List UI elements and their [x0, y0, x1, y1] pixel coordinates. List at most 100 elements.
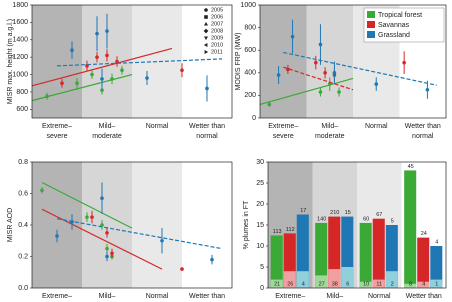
point	[70, 220, 74, 224]
point	[318, 90, 323, 94]
point	[70, 48, 74, 52]
count-label: 17	[300, 208, 306, 214]
bar	[359, 222, 372, 288]
legend-marker	[204, 8, 208, 12]
x-tick-label: Normal	[368, 293, 391, 300]
x-tick-label: Mild–	[326, 293, 343, 300]
point	[145, 76, 149, 80]
legend-marker	[204, 15, 208, 19]
x-tick-label: Mild–	[99, 123, 116, 130]
y-tick-label: 1000	[240, 2, 256, 9]
y-tick-label: 1400	[12, 37, 28, 44]
y-tick-label: 0.6	[18, 190, 28, 197]
point	[180, 68, 184, 72]
y-tick-label: 200	[244, 92, 256, 99]
x-tick-label: Extreme–	[268, 123, 298, 130]
y-tick-label: 800	[16, 89, 28, 96]
point	[45, 94, 49, 99]
count-label: 112	[286, 227, 295, 233]
lower-count-label: 10	[363, 281, 369, 287]
trend-line	[56, 218, 223, 250]
point	[314, 60, 318, 65]
bar-lower	[328, 269, 341, 288]
legend-marker	[204, 50, 209, 54]
x-tick-label: normal	[196, 133, 218, 140]
point	[290, 34, 295, 39]
legend-label: Tropical forest	[378, 12, 422, 19]
y-axis-label: % plumes in FT	[243, 200, 250, 249]
point	[402, 60, 406, 65]
x-tick-label: Extreme–	[275, 293, 305, 300]
bar	[315, 222, 328, 288]
point	[100, 196, 104, 201]
y-tick-label: 800	[244, 24, 256, 31]
point	[276, 73, 281, 77]
y-tick-label: 15	[256, 222, 264, 229]
y-tick-label: 600	[244, 47, 256, 54]
legend-label: 2009	[211, 35, 223, 41]
legend-label: 2006	[211, 14, 223, 20]
y-tick-label: 5	[260, 264, 264, 271]
point	[210, 257, 214, 262]
band-background	[32, 5, 82, 118]
y-tick-label: 0.4	[18, 222, 28, 229]
plot-frame	[31, 161, 233, 289]
legend-swatch	[367, 31, 375, 38]
plot-frame	[267, 161, 447, 289]
count-label: 15	[345, 210, 351, 216]
bar	[430, 246, 443, 288]
legend-label: 2007	[211, 21, 223, 27]
trend-line	[41, 208, 163, 270]
lower-count-label: 2	[391, 281, 394, 287]
point	[120, 68, 124, 72]
y-axis-label: MISR max. height (m a.g.l.)	[7, 19, 14, 104]
x-tick-label: Wetter than	[406, 293, 442, 300]
x-tick-label: severe	[273, 133, 294, 140]
point	[105, 246, 109, 251]
y-tick-label: 1800	[12, 2, 28, 9]
count-label: 24	[421, 231, 427, 237]
y-tick-label: 0	[252, 115, 256, 122]
band-background	[306, 5, 353, 118]
x-tick-label: severe	[46, 133, 67, 140]
legend-marker	[204, 21, 208, 26]
x-tick-label: Mild–	[99, 293, 116, 300]
x-tick-label: Normal	[146, 293, 169, 300]
lower-count-label: 4	[422, 281, 425, 287]
point	[110, 251, 114, 256]
y-axis-label: MISR AOD	[7, 208, 14, 242]
legend-marker	[203, 28, 209, 34]
legend-swatch	[367, 11, 375, 18]
point	[105, 29, 109, 33]
point	[100, 88, 104, 92]
point	[95, 55, 99, 59]
band-background	[182, 162, 232, 288]
trend-line	[259, 77, 354, 106]
legend: Tropical forest Savannas Grassland	[363, 7, 445, 43]
point	[105, 53, 109, 58]
x-tick-label: Wetter than	[189, 123, 225, 130]
legend-label: Savannas	[378, 22, 410, 29]
count-label: 67	[376, 212, 382, 218]
legend-label: 2011	[211, 49, 223, 55]
plot-frame	[31, 4, 233, 119]
y-tick-label: 25	[256, 180, 264, 187]
point	[85, 215, 89, 219]
y-axis-label: MODIS FRP (MW)	[235, 33, 242, 91]
bar	[270, 235, 283, 288]
legend-box	[363, 7, 445, 43]
point	[180, 267, 184, 271]
point	[90, 215, 94, 219]
bar	[296, 214, 309, 288]
bar	[417, 237, 430, 288]
y-tick-label: 1000	[12, 71, 28, 78]
legend-marker	[204, 36, 208, 41]
count-label: 45	[408, 164, 414, 170]
bar-lower	[372, 279, 385, 288]
y-tick-label: 0.2	[18, 253, 28, 260]
band-background	[132, 162, 182, 288]
point	[318, 42, 323, 47]
point	[90, 72, 94, 77]
point	[60, 81, 64, 86]
